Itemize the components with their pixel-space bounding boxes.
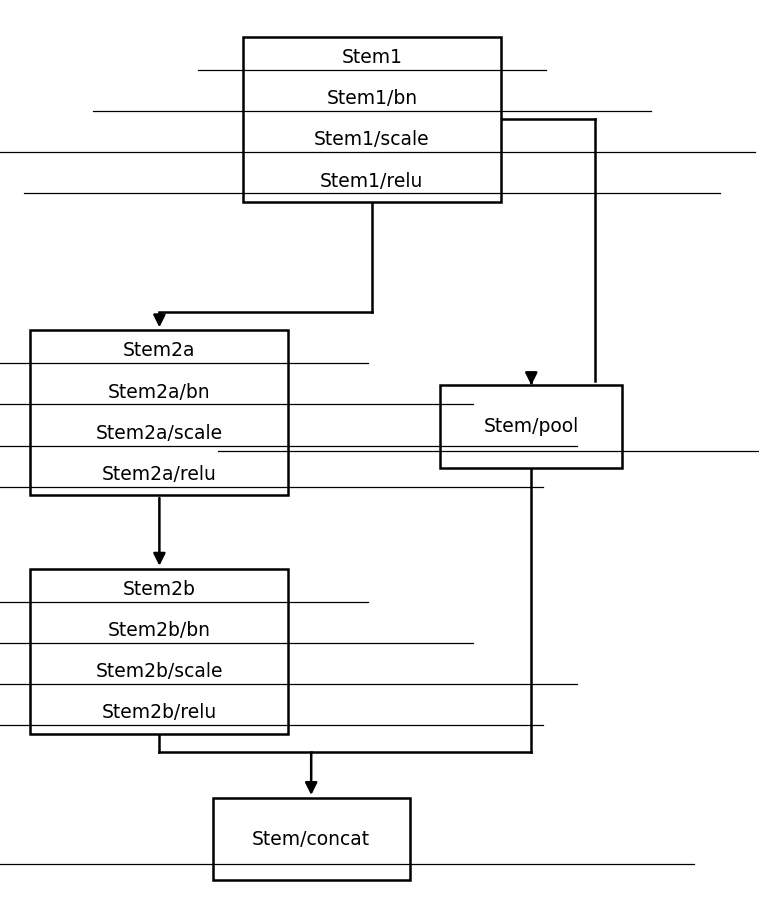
- Text: Stem2a/bn: Stem2a/bn: [108, 382, 211, 402]
- Text: Stem/concat: Stem/concat: [252, 830, 370, 848]
- Text: Stem1/bn: Stem1/bn: [326, 89, 417, 108]
- Text: Stem1/scale: Stem1/scale: [314, 130, 430, 149]
- FancyBboxPatch shape: [30, 569, 288, 734]
- Text: Stem1: Stem1: [342, 48, 402, 67]
- Text: Stem2b/bn: Stem2b/bn: [108, 621, 211, 640]
- Text: Stem1/relu: Stem1/relu: [320, 171, 424, 191]
- Text: Stem2b/scale: Stem2b/scale: [96, 662, 223, 681]
- FancyBboxPatch shape: [243, 37, 501, 202]
- Text: Stem2b: Stem2b: [123, 580, 196, 599]
- FancyBboxPatch shape: [440, 385, 622, 468]
- Text: Stem2b/relu: Stem2b/relu: [102, 703, 217, 723]
- FancyBboxPatch shape: [213, 798, 410, 880]
- FancyBboxPatch shape: [30, 330, 288, 495]
- Text: Stem2a/relu: Stem2a/relu: [102, 465, 217, 484]
- Text: Stem/pool: Stem/pool: [483, 417, 579, 436]
- Text: Stem2a/scale: Stem2a/scale: [96, 424, 223, 443]
- Text: Stem2a: Stem2a: [123, 341, 196, 360]
